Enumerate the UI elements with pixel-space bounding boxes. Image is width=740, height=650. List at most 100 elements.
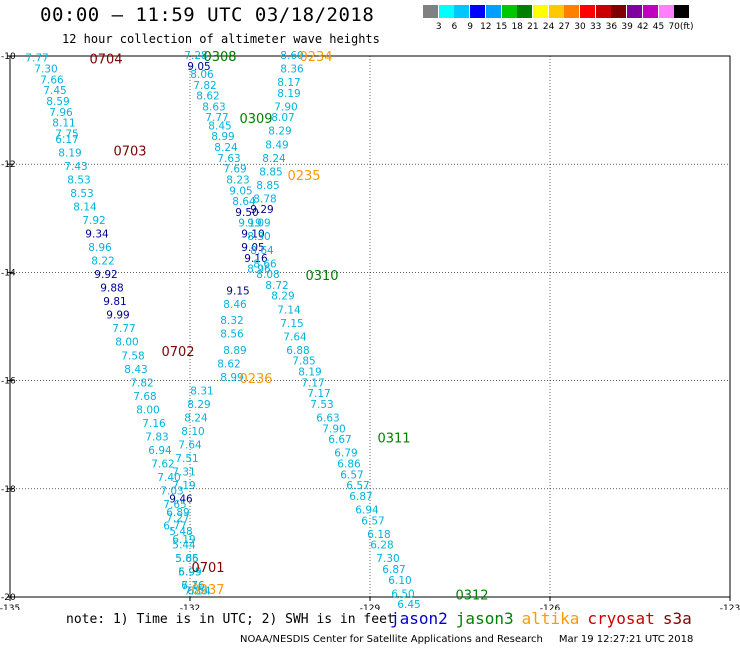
swh-value-altika: 7.85 [292,356,315,368]
swh-value-cryosat: 8.00 [115,337,138,349]
swh-value-cryosat: 9.88 [100,283,123,295]
pass-time-label: 0702 [161,345,194,360]
swh-value-jason3: 9.05 [229,185,252,197]
colorbar-cell [674,5,690,18]
colorbar-cell [532,5,548,18]
y-tick-label: -14 [1,268,16,278]
colorbar-label: 39 [621,22,633,32]
pass-time-label: 0234 [299,50,332,65]
swh-value-jason3: 8.45 [208,120,231,132]
swh-value-jason3: 7.77 [205,112,228,124]
swh-value-altika: 7.90 [322,423,345,435]
swh-value-cryosat: 7.96 [49,107,73,119]
colorbar-cell [658,5,674,18]
swh-value-altika: 6.86 [337,458,361,470]
swh-value-cryosat: 7.77 [112,323,135,335]
swh-value-altika: 7.17 [301,377,324,389]
colorbar-cell [548,5,564,18]
swh-value-jason3: 5.86 [175,553,199,565]
swh-value-altika: 8.85 [259,166,282,178]
swh-value-jason3: 7.31 [172,467,195,479]
colorbar-cell [517,5,533,18]
swh-value-altika: 6.87 [382,564,405,576]
swh-value-altika: 7.17 [307,388,330,400]
pass-time-label: 0311 [377,431,410,446]
swh-value-cryosat: 7.16 [142,418,166,430]
swh-value-jason3: 8.23 [226,174,249,186]
footer: NOAA/NESDIS Center for Satellite Applica… [240,634,693,645]
swh-value-altika: 6.18 [367,529,390,541]
swh-value-cryosat: 8.96 [88,242,112,254]
colorbar-unit: (ft) [679,22,694,32]
colorbar-label: 27 [558,22,571,32]
swh-value-altika: 6.67 [328,434,351,446]
swh-value-cryosat: 7.86 [184,586,208,598]
chart-title: 00:00 – 11:59 UTC 03/18/2018 [40,4,375,26]
swh-value-jason3: 7.16 [181,580,205,592]
swh-value-altika: 8.64 [250,245,274,257]
swh-value-altika: 6.50 [391,588,414,600]
colorbar-cell [564,5,580,18]
swh-value-cryosat: 8.11 [52,118,75,130]
swh-value-altika: 8.49 [265,139,288,151]
swh-value-altika: 9.29 [250,204,273,216]
swh-value-cryosat: 7.43 [64,161,87,173]
colorbar-label: 6 [451,22,458,32]
swh-value-jason3: 6.99 [178,567,201,579]
y-tick-label: -20 [1,593,16,603]
swh-value-cryosat: 7.62 [151,458,174,470]
swh-value-jason3: 8.89 [223,345,246,357]
pass-time-label: 0237 [191,583,224,598]
swh-value-cryosat: 8.00 [136,404,159,416]
swh-value-jason3: 8.24 [184,412,208,424]
swh-value-altika: 8.66 [253,258,277,270]
swh-value-altika: 8.19 [298,366,321,378]
swh-value-altika: 7.14 [277,304,301,316]
swh-value-jason3: 8.46 [223,299,247,311]
x-tick-label: -126 [540,604,561,610]
swh-value-cryosat: 7.45 [43,85,66,97]
swh-value-jason3: 7.28 [184,50,207,62]
swh-value-cryosat: 8.22 [91,256,114,268]
colorbar-cell [438,5,454,18]
swh-value-jason3: 8.62 [196,91,219,103]
legend-altika: altika [521,609,580,628]
y-tick-label: -16 [1,377,16,387]
swh-value-jason3: 8.62 [217,358,240,370]
swh-value-altika: 7.15 [280,318,303,330]
swh-value-cryosat: 7.30 [34,64,57,76]
y-tick-label: -10 [1,52,16,62]
swh-value-cryosat: 9.34 [85,229,109,241]
note-text: note: 1) Time is in UTC; 2) SWH is in fe… [66,612,395,627]
colorbar-label: 15 [495,22,508,32]
swh-value-altika: 8.72 [265,280,288,292]
colorbar-label: 36 [605,22,618,32]
swh-value-cryosat: 7.77 [25,53,48,65]
swh-value-altika: 6.10 [388,575,411,587]
swh-value-altika: 8.36 [280,64,304,76]
swh-value-altika: 7.90 [274,101,297,113]
swh-value-altika: 6.94 [355,504,379,516]
pass-time-label: 0704 [89,53,122,68]
swh-value-cryosat: 7.58 [121,350,144,362]
x-tick-label: -123 [720,604,740,610]
legend-cryosat: cryosat [587,609,655,628]
swh-value-jason3: 8.99 [211,131,234,143]
swh-value-jason3: 6.77 [163,521,186,533]
y-tick-label: -18 [1,485,16,495]
swh-value-jason3: 8.64 [232,196,256,208]
swh-value-altika: 6.57 [361,515,384,527]
swh-value-jason3: 9.10 [241,229,264,241]
x-tick-label: -129 [360,604,381,610]
swh-value-altika: 8.29 [271,291,294,303]
swh-value-jason3: 7.51 [175,453,198,465]
swh-value-altika: 6.79 [334,448,357,460]
swh-value-jason3: 9.19 [238,218,261,230]
colorbar-label: 33 [589,22,602,32]
swh-value-jason3: 8.96 [247,264,271,276]
x-tick-label: -135 [0,604,20,610]
pass-time-label: 0308 [203,50,236,65]
swh-value-altika: 7.64 [283,331,307,343]
swh-value-cryosat: 9.81 [103,296,126,308]
swh-value-jason3: 7.63 [217,153,240,165]
